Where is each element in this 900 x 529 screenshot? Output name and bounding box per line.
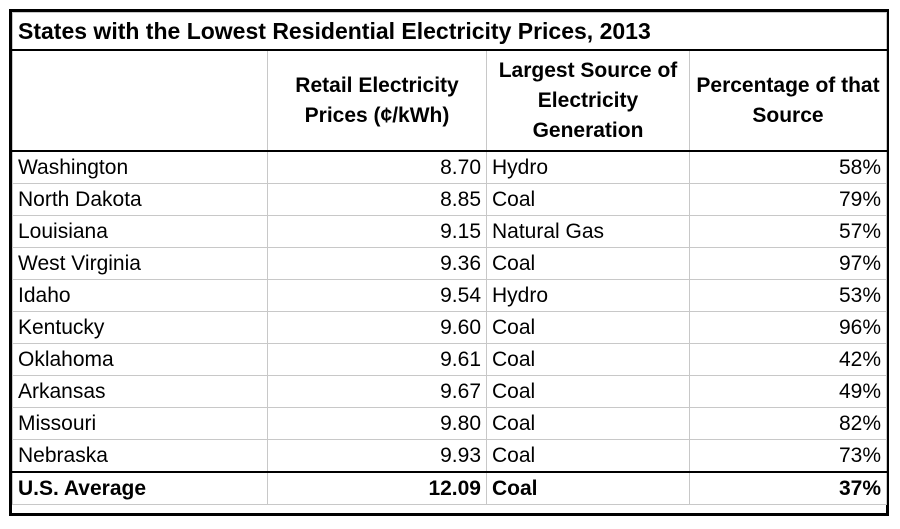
us-average-state-cell: U.S. Average (12, 471, 268, 505)
percentage-cell: 57% (689, 215, 887, 248)
percentage-cell: 79% (689, 183, 887, 216)
source-cell: Hydro (486, 150, 690, 184)
percentage-cell: 82% (689, 407, 887, 440)
source-cell: Coal (486, 407, 690, 440)
source-cell: Coal (486, 247, 690, 280)
table-row: Nebraska 9.93 Coal 73% (12, 439, 887, 473)
source-cell: Hydro (486, 279, 690, 312)
state-cell: Kentucky (12, 311, 268, 344)
table-row: North Dakota 8.85 Coal 79% (12, 183, 887, 216)
price-cell: 8.85 (267, 183, 487, 216)
column-header-state (12, 49, 268, 152)
state-cell: Idaho (12, 279, 268, 312)
source-cell: Coal (486, 439, 690, 473)
table-row: Louisiana 9.15 Natural Gas 57% (12, 215, 887, 248)
electricity-price-table: States with the Lowest Residential Elect… (12, 12, 887, 505)
table-row: Missouri 9.80 Coal 82% (12, 407, 887, 440)
table-title: States with the Lowest Residential Elect… (12, 12, 887, 51)
column-header-row: Retail Electricity Prices (¢/kWh) Larges… (12, 49, 887, 152)
state-cell: Louisiana (12, 215, 268, 248)
us-average-row: U.S. Average 12.09 Coal 37% (12, 471, 887, 505)
price-cell: 9.36 (267, 247, 487, 280)
table-row: Arkansas 9.67 Coal 49% (12, 375, 887, 408)
price-cell: 9.80 (267, 407, 487, 440)
source-cell: Coal (486, 311, 690, 344)
table-row: Oklahoma 9.61 Coal 42% (12, 343, 887, 376)
percentage-cell: 49% (689, 375, 887, 408)
state-cell: Oklahoma (12, 343, 268, 376)
table-row: West Virginia 9.36 Coal 97% (12, 247, 887, 280)
source-cell: Natural Gas (486, 215, 690, 248)
price-cell: 9.61 (267, 343, 487, 376)
column-header-percentage: Percentage of that Source (689, 49, 887, 152)
price-cell: 9.60 (267, 311, 487, 344)
percentage-cell: 73% (689, 439, 887, 473)
source-cell: Coal (486, 375, 690, 408)
column-header-source: Largest Source of Electricity Generation (486, 49, 690, 152)
table-title-row: States with the Lowest Residential Elect… (12, 12, 887, 51)
table-row: Kentucky 9.60 Coal 96% (12, 311, 887, 344)
state-cell: Nebraska (12, 439, 268, 473)
price-cell: 9.93 (267, 439, 487, 473)
state-cell: West Virginia (12, 247, 268, 280)
electricity-price-table-frame: States with the Lowest Residential Elect… (9, 9, 889, 516)
percentage-cell: 96% (689, 311, 887, 344)
price-cell: 9.67 (267, 375, 487, 408)
us-average-source-cell: Coal (486, 471, 690, 505)
percentage-cell: 53% (689, 279, 887, 312)
state-cell: Arkansas (12, 375, 268, 408)
price-cell: 8.70 (267, 150, 487, 184)
price-cell: 9.15 (267, 215, 487, 248)
table-row: Washington 8.70 Hydro 58% (12, 150, 887, 184)
table-row: Idaho 9.54 Hydro 53% (12, 279, 887, 312)
price-cell: 9.54 (267, 279, 487, 312)
us-average-price-cell: 12.09 (267, 471, 487, 505)
state-cell: North Dakota (12, 183, 268, 216)
column-header-price: Retail Electricity Prices (¢/kWh) (267, 49, 487, 152)
percentage-cell: 58% (689, 150, 887, 184)
percentage-cell: 42% (689, 343, 887, 376)
state-cell: Washington (12, 150, 268, 184)
state-cell: Missouri (12, 407, 268, 440)
source-cell: Coal (486, 343, 690, 376)
us-average-percentage-cell: 37% (689, 471, 887, 505)
percentage-cell: 97% (689, 247, 887, 280)
source-cell: Coal (486, 183, 690, 216)
